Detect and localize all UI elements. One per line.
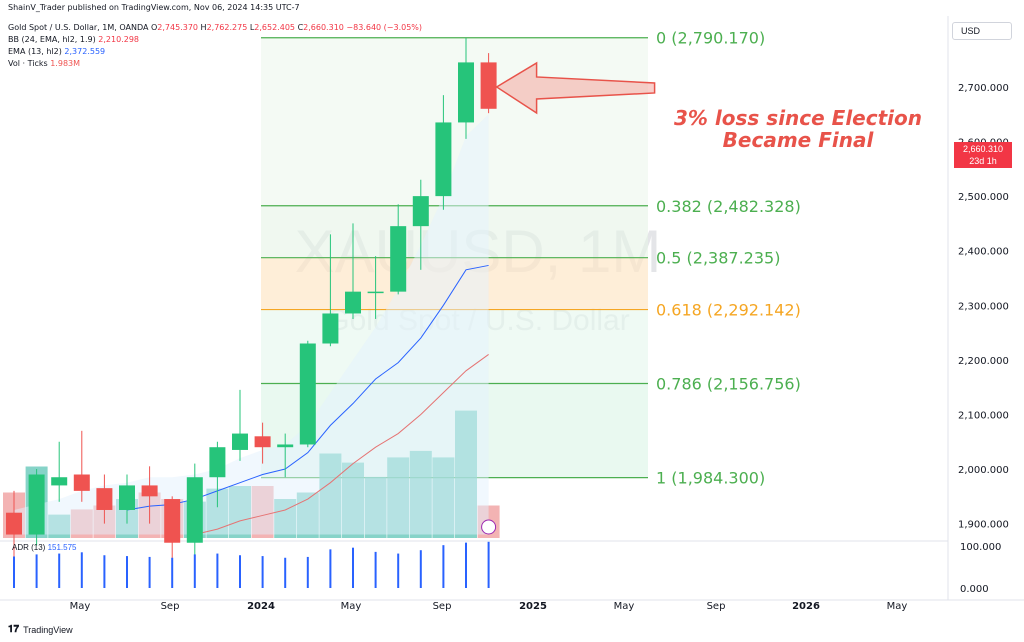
x-tick-label: May (70, 601, 91, 612)
bb-legend[interactable]: BB (24, EMA, hl2, 1.9) 2,210.298 (8, 35, 139, 44)
volume-lightning-icon (481, 519, 497, 535)
candle-body (51, 477, 68, 486)
x-tick-label: 2024 (247, 601, 275, 612)
y-tick-label: 2,500.000 (958, 192, 1009, 203)
candle-body (73, 474, 90, 491)
candle-body (119, 485, 135, 510)
y-tick-label: 1,900.000 (958, 520, 1009, 531)
candle-body (164, 499, 181, 543)
candle-body (6, 512, 22, 535)
tradingview-logo-icon: 𝟏𝟕 (8, 624, 20, 635)
y-tick-label: 2,200.000 (958, 356, 1009, 367)
y-tick-label: 2,000.000 (958, 465, 1009, 476)
publisher-line: ShainV_Trader published on TradingView.c… (8, 3, 300, 12)
annotation-line-2: Became Final (723, 128, 875, 152)
y-tick-label: 2,400.000 (958, 247, 1009, 258)
x-tick-label: 2026 (792, 601, 820, 612)
annotation-line-1: 3% loss since Election (674, 106, 922, 130)
footer-brand[interactable]: 𝟏𝟕 TradingView (8, 624, 73, 635)
brand-name: TradingView (23, 624, 73, 635)
candle-body (480, 62, 497, 109)
annotation-arrow-icon (495, 61, 656, 115)
candle-body (254, 436, 271, 448)
adr-legend[interactable]: ADR (13) 151.575 (12, 543, 77, 552)
x-tick-label: Sep (707, 601, 726, 612)
x-tick-label: May (887, 601, 908, 612)
x-tick-label: 2025 (519, 601, 547, 612)
bar-countdown: 23d 1h (969, 156, 997, 166)
bb-upper-area (14, 114, 489, 535)
x-tick-label: Sep (433, 601, 452, 612)
candle-body (141, 485, 158, 497)
candle-body (209, 447, 226, 478)
x-tick-label: Sep (161, 601, 180, 612)
fib-label-0.618: 0.618 (2,292.142) (656, 301, 801, 320)
candle-body (96, 488, 113, 510)
ema-legend[interactable]: EMA (13, hl2) 2,372.559 (8, 47, 106, 56)
last-price-value: 2,660.310 (962, 144, 1004, 154)
candle-body (390, 226, 407, 292)
fib-label-0.5: 0.5 (2,387.235) (656, 249, 780, 268)
y-tick-label: 2,100.000 (958, 410, 1009, 421)
x-tick-label: May (341, 601, 362, 612)
candle-body (345, 291, 361, 314)
candle-body (458, 62, 474, 123)
bb-basis-line (194, 354, 489, 536)
y-tick-label: 2,700.000 (958, 83, 1009, 94)
candle-body (299, 343, 316, 445)
fib-label-1: 1 (1,984.300) (656, 469, 765, 488)
fib-label-0.786: 0.786 (2,156.756) (656, 374, 801, 393)
adr-tick-label: 100.000 (960, 542, 1001, 553)
ohlc-line: Gold Spot / U.S. Dollar, 1M, OANDA O2,74… (8, 23, 423, 32)
last-price-tag: 2,660.310 23d 1h (954, 142, 1012, 168)
x-tick-label: May (614, 601, 635, 612)
candle-body (412, 196, 429, 227)
y-tick-label: 2,300.000 (958, 301, 1009, 312)
candle-body (367, 291, 384, 294)
fib-label-0.382: 0.382 (2,482.328) (656, 197, 801, 216)
currency-button[interactable]: USD (952, 22, 1012, 40)
adr-tick-label: 0.000 (960, 584, 989, 595)
vol-legend[interactable]: Vol · Ticks 1.983M (8, 59, 81, 68)
candle-body (322, 313, 339, 344)
candle-body (28, 474, 45, 535)
candle-body (277, 444, 294, 448)
fib-label-0: 0 (2,790.170) (656, 29, 765, 48)
candle-body (186, 477, 203, 543)
candle-body (232, 433, 248, 450)
candle-body (435, 122, 452, 197)
